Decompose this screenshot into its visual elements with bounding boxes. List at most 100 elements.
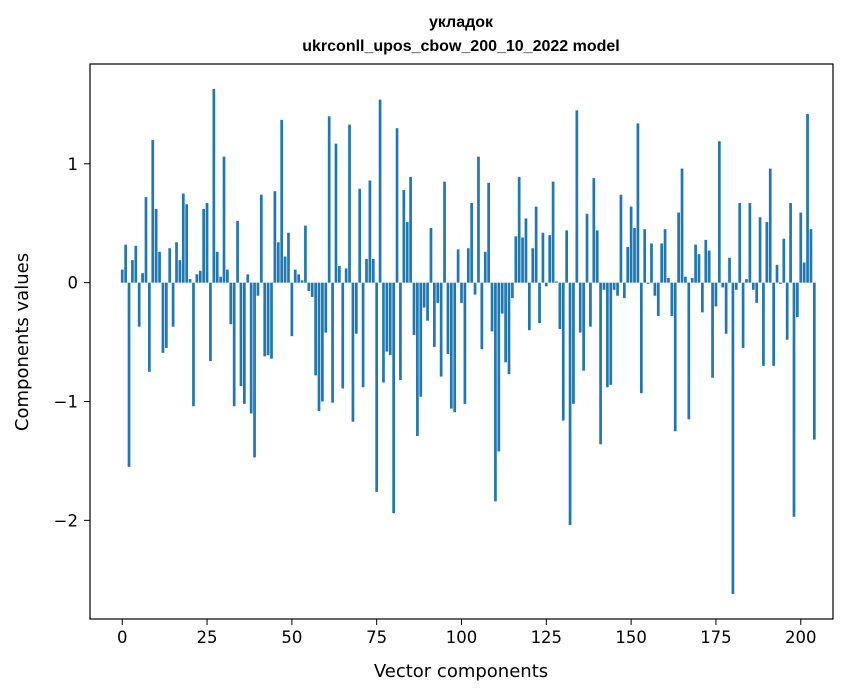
bar <box>321 282 324 402</box>
bar <box>731 282 735 595</box>
bar <box>524 218 528 283</box>
bar <box>460 282 463 303</box>
bar <box>154 208 158 283</box>
bar <box>378 99 382 283</box>
bar <box>304 225 307 283</box>
bar <box>205 203 209 283</box>
x-tick-label: 75 <box>366 628 387 647</box>
bar <box>351 282 355 422</box>
bar <box>745 279 748 283</box>
bar <box>212 88 216 283</box>
bar <box>578 282 582 333</box>
bar <box>229 282 233 325</box>
bar <box>694 244 697 283</box>
bar <box>439 282 443 377</box>
bar <box>806 113 809 283</box>
bar <box>429 228 433 283</box>
bar <box>789 203 792 283</box>
bar <box>487 182 490 283</box>
bar <box>270 282 273 359</box>
bar <box>480 282 484 350</box>
bar <box>198 270 202 283</box>
bar <box>677 212 680 283</box>
bar <box>215 251 219 283</box>
bar <box>799 212 803 283</box>
bar <box>222 156 226 283</box>
bar <box>717 141 721 283</box>
bar <box>561 282 565 421</box>
bar <box>602 282 606 290</box>
bar <box>219 276 222 283</box>
bar <box>338 266 341 283</box>
bar <box>589 282 592 327</box>
bar <box>633 228 636 283</box>
bar <box>297 274 300 283</box>
bar <box>565 230 569 283</box>
bar <box>124 244 127 283</box>
bar <box>528 282 531 331</box>
bar <box>585 213 589 283</box>
bar <box>802 262 806 283</box>
bar <box>558 282 562 330</box>
x-tick-label: 50 <box>281 628 302 647</box>
x-tick-label: 150 <box>615 628 647 647</box>
bar <box>714 282 718 307</box>
bar <box>226 269 229 283</box>
bar <box>181 193 185 283</box>
bar <box>348 124 351 283</box>
bar <box>748 203 752 283</box>
bar <box>314 282 317 376</box>
bar <box>609 282 613 385</box>
x-axis-label: Vector components <box>374 661 548 682</box>
bar <box>551 181 555 283</box>
bar <box>514 236 518 283</box>
bar <box>500 282 504 314</box>
bar <box>707 250 711 283</box>
bar <box>741 282 745 349</box>
bar <box>646 282 650 284</box>
bar <box>538 282 541 324</box>
bar <box>253 282 256 458</box>
bar <box>463 282 467 404</box>
bar <box>137 282 141 327</box>
bar <box>504 282 507 363</box>
bar <box>402 189 406 283</box>
bar <box>656 282 660 316</box>
bar <box>616 282 619 296</box>
bar <box>419 282 423 397</box>
bar <box>456 249 460 283</box>
x-tick-label: 0 <box>117 628 128 647</box>
bar <box>161 282 165 353</box>
bar <box>392 282 395 514</box>
bar <box>507 282 511 375</box>
bar <box>195 274 199 283</box>
bar <box>772 282 775 366</box>
bar <box>751 282 755 290</box>
bar <box>127 282 131 467</box>
bar <box>409 176 412 283</box>
bar <box>765 222 769 283</box>
bar <box>619 194 623 283</box>
bar <box>453 282 457 413</box>
bar <box>443 181 446 283</box>
bar <box>148 282 151 372</box>
bar <box>643 229 647 283</box>
bar <box>449 282 453 409</box>
y-tick-label: 1 <box>68 155 79 174</box>
bar <box>259 194 263 283</box>
bar <box>256 282 260 296</box>
bar <box>266 282 270 356</box>
bar <box>246 274 250 283</box>
bar <box>375 282 379 492</box>
bar <box>612 282 616 290</box>
bar <box>354 282 358 334</box>
bar <box>232 282 236 407</box>
bar <box>263 282 267 357</box>
bar <box>521 237 524 283</box>
bar <box>412 282 416 335</box>
bar <box>629 206 633 283</box>
bar <box>660 243 664 283</box>
bar <box>317 282 321 412</box>
y-axis-label: Components values <box>12 253 33 431</box>
bar <box>541 232 545 283</box>
